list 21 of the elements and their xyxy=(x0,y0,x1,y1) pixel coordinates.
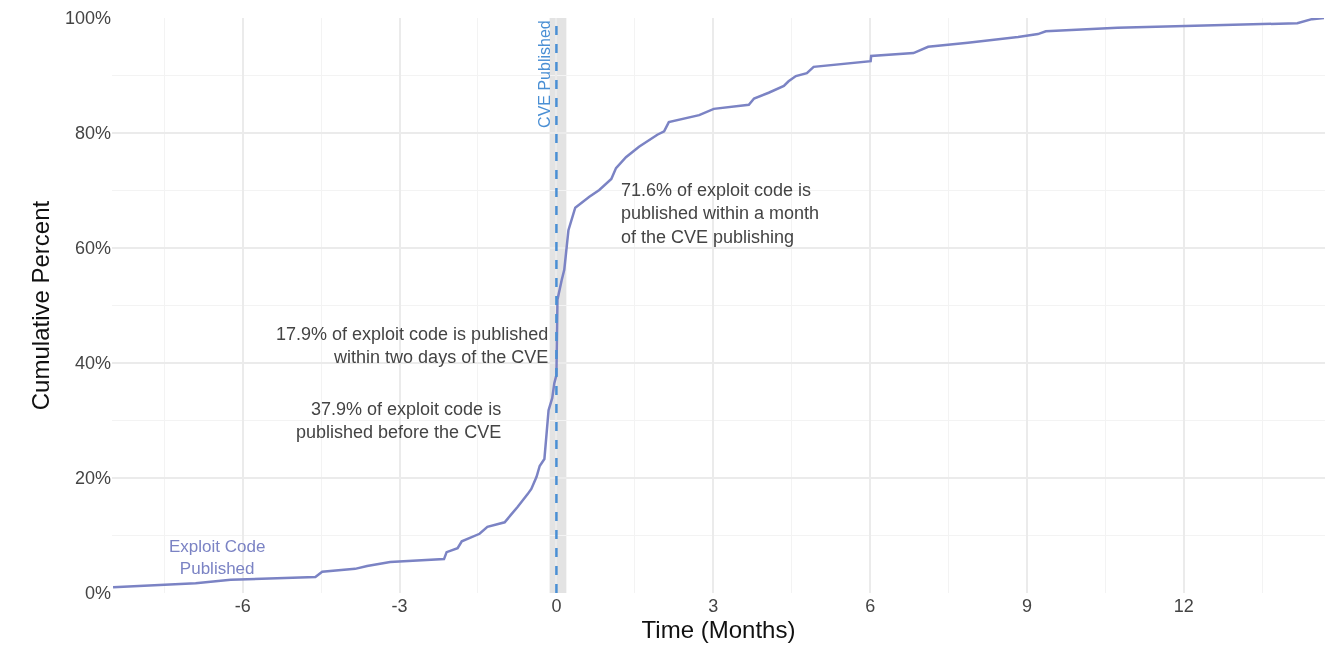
y-tick-label: 40% xyxy=(74,353,111,374)
x-tick-label: 9 xyxy=(1021,596,1032,616)
x-tick-label: 0 xyxy=(551,596,562,616)
x-axis-title: Time (Months) xyxy=(641,616,796,644)
annotation: 71.6% of exploit code is published within a month of the CVE publishing xyxy=(621,180,820,247)
y-tick-label: 60% xyxy=(74,238,111,259)
y-tick-label: 0% xyxy=(84,583,111,604)
x-tick-label: 6 xyxy=(865,596,876,616)
annotation: 17.9% of exploit code is published within two days of the CVE xyxy=(276,324,549,368)
y-tick-label: 100% xyxy=(64,8,111,29)
series-label: Exploit Code Published xyxy=(169,537,266,579)
y-tick-label: 20% xyxy=(74,468,111,489)
x-tick-label: -6 xyxy=(234,596,251,616)
x-tick-label: -3 xyxy=(391,596,408,616)
x-tick-label: 3 xyxy=(708,596,719,616)
x-tick-label: 12 xyxy=(1173,596,1194,616)
y-axis-title: Cumulative Percent xyxy=(27,200,55,411)
line-series xyxy=(112,18,1325,589)
annotation: 37.9% of exploit code is published before the CVE xyxy=(296,399,502,443)
y-tick-label: 80% xyxy=(74,123,111,144)
ref-line-label: CVE Published xyxy=(535,20,553,128)
